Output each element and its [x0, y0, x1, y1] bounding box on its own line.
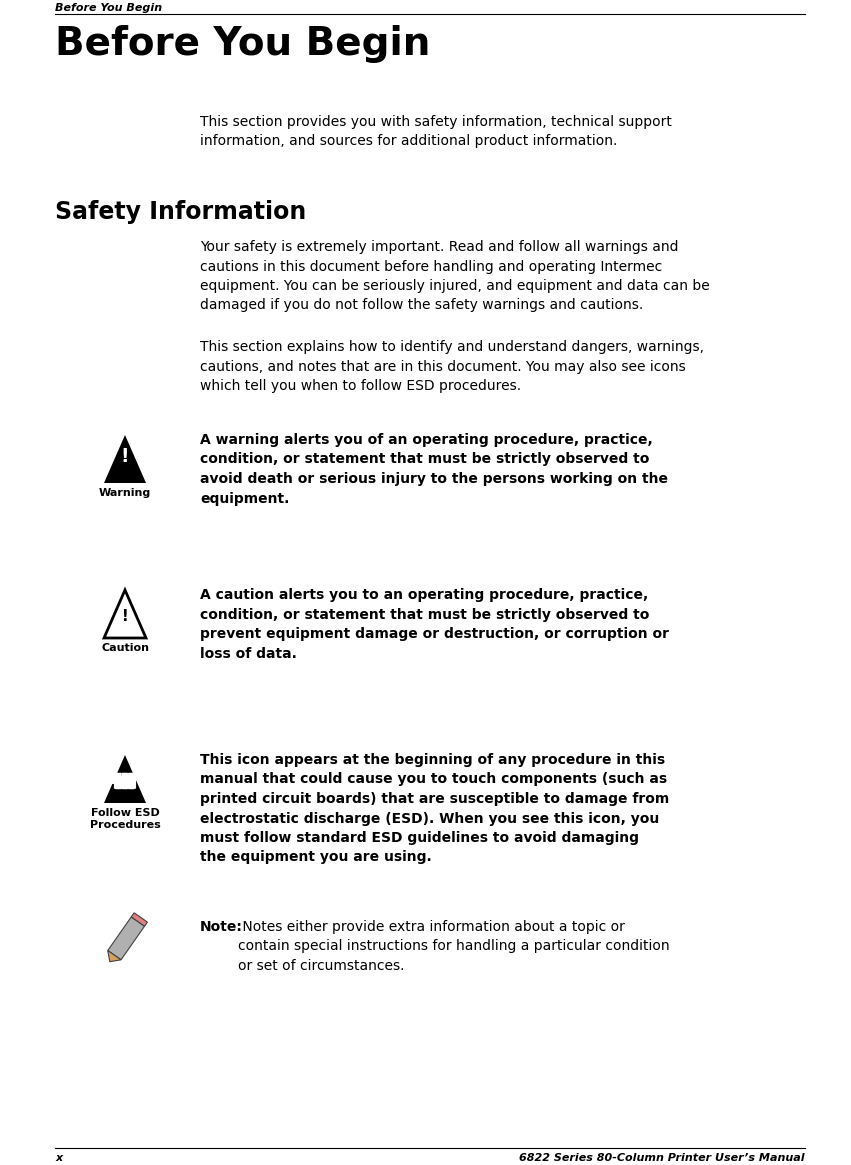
Text: A caution alerts you to an operating procedure, practice,
condition, or statemen: A caution alerts you to an operating pro…	[200, 588, 669, 661]
Text: This icon appears at the beginning of any procedure in this
manual that could ca: This icon appears at the beginning of an…	[200, 753, 669, 864]
FancyBboxPatch shape	[122, 772, 129, 789]
Polygon shape	[104, 435, 146, 483]
FancyBboxPatch shape	[128, 772, 134, 789]
Polygon shape	[104, 755, 146, 803]
FancyBboxPatch shape	[111, 772, 117, 784]
Text: Warning: Warning	[99, 488, 151, 497]
Text: Before You Begin: Before You Begin	[55, 24, 431, 63]
Text: !: !	[121, 447, 129, 466]
Polygon shape	[104, 589, 146, 638]
Text: Notes either provide extra information about a topic or
contain special instruct: Notes either provide extra information a…	[238, 920, 670, 973]
Text: Caution: Caution	[101, 643, 149, 654]
Text: !: !	[122, 609, 129, 624]
Text: Your safety is extremely important. Read and follow all warnings and
cautions in: Your safety is extremely important. Read…	[200, 240, 710, 312]
Polygon shape	[108, 917, 145, 960]
Text: Follow ESD
Procedures: Follow ESD Procedures	[89, 809, 160, 829]
Polygon shape	[131, 913, 147, 926]
Polygon shape	[108, 951, 121, 962]
Text: A warning alerts you of an operating procedure, practice,
condition, or statemen: A warning alerts you of an operating pro…	[200, 433, 668, 506]
Text: This section explains how to identify and understand dangers, warnings,
cautions: This section explains how to identify an…	[200, 340, 704, 393]
Text: Note:: Note:	[200, 920, 243, 934]
Text: Safety Information: Safety Information	[55, 200, 306, 224]
FancyBboxPatch shape	[114, 776, 136, 789]
Text: 6822 Series 80-Column Printer User’s Manual: 6822 Series 80-Column Printer User’s Man…	[519, 1153, 805, 1163]
Text: This section provides you with safety information, technical support
information: This section provides you with safety in…	[200, 115, 672, 148]
Text: Before You Begin: Before You Begin	[55, 3, 163, 13]
Text: x: x	[55, 1153, 62, 1163]
FancyBboxPatch shape	[115, 772, 122, 789]
